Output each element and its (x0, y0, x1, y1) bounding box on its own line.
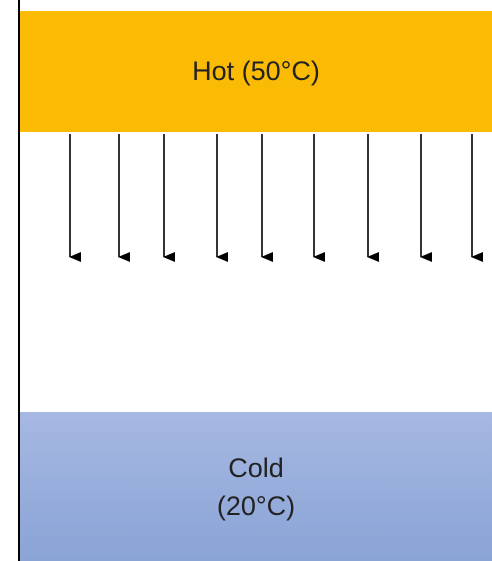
cold-plate-label-line2: (20°C) (216, 490, 296, 521)
hot-plate: Hot (50°C) (20, 11, 492, 132)
left-border-line (18, 0, 20, 561)
hot-plate-label: Hot (50°C) (192, 56, 320, 86)
cold-plate-label-line1: Cold (228, 452, 284, 483)
cold-plate: Cold (20°C) (20, 412, 492, 561)
